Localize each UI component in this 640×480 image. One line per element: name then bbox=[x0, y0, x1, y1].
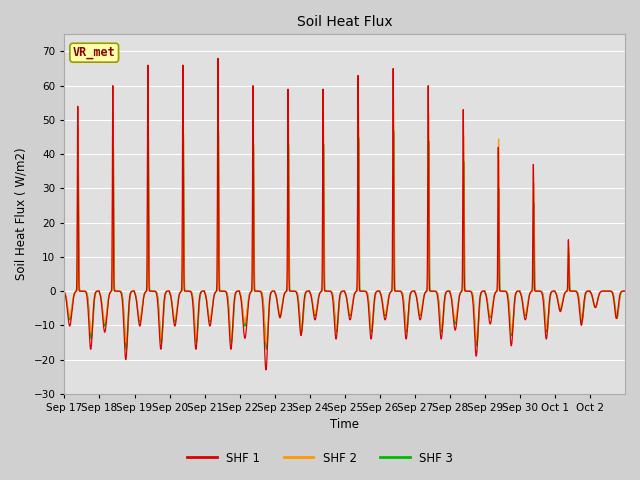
SHF 1 bbox=[502, 289, 510, 295]
SHF 3 bbox=[536, 288, 543, 294]
SHF 2 bbox=[615, 300, 623, 305]
SHF 3 bbox=[615, 302, 623, 308]
Line: SHF 2: SHF 2 bbox=[65, 102, 625, 342]
SHF 3 bbox=[417, 312, 425, 317]
SHF 3 bbox=[61, 289, 68, 295]
SHF 2 bbox=[122, 339, 130, 345]
Line: SHF 3: SHF 3 bbox=[65, 131, 625, 349]
SHF 3 bbox=[390, 128, 397, 133]
SHF 2 bbox=[390, 99, 397, 105]
SHF 3 bbox=[621, 288, 629, 294]
SHF 1 bbox=[467, 288, 474, 294]
Text: VR_met: VR_met bbox=[73, 46, 116, 59]
SHF 1 bbox=[621, 288, 629, 294]
SHF 1 bbox=[615, 297, 623, 303]
SHF 2 bbox=[621, 288, 629, 294]
SHF 2 bbox=[536, 288, 543, 294]
SHF 1 bbox=[536, 288, 543, 294]
X-axis label: Time: Time bbox=[330, 419, 359, 432]
SHF 3 bbox=[502, 288, 510, 294]
Line: SHF 1: SHF 1 bbox=[65, 59, 625, 370]
Y-axis label: Soil Heat Flux ( W/m2): Soil Heat Flux ( W/m2) bbox=[15, 148, 28, 280]
SHF 1 bbox=[175, 292, 183, 298]
Legend: SHF 1, SHF 2, SHF 3: SHF 1, SHF 2, SHF 3 bbox=[182, 447, 458, 469]
SHF 1 bbox=[214, 56, 222, 61]
SHF 2 bbox=[61, 289, 68, 295]
SHF 3 bbox=[467, 288, 474, 294]
SHF 3 bbox=[122, 347, 130, 352]
SHF 2 bbox=[417, 310, 425, 315]
SHF 2 bbox=[502, 288, 510, 294]
SHF 1 bbox=[417, 315, 425, 321]
SHF 2 bbox=[467, 288, 474, 294]
SHF 2 bbox=[175, 291, 183, 297]
SHF 1 bbox=[61, 290, 68, 296]
Title: Soil Heat Flux: Soil Heat Flux bbox=[297, 15, 392, 29]
SHF 3 bbox=[175, 291, 183, 297]
SHF 1 bbox=[262, 367, 270, 373]
